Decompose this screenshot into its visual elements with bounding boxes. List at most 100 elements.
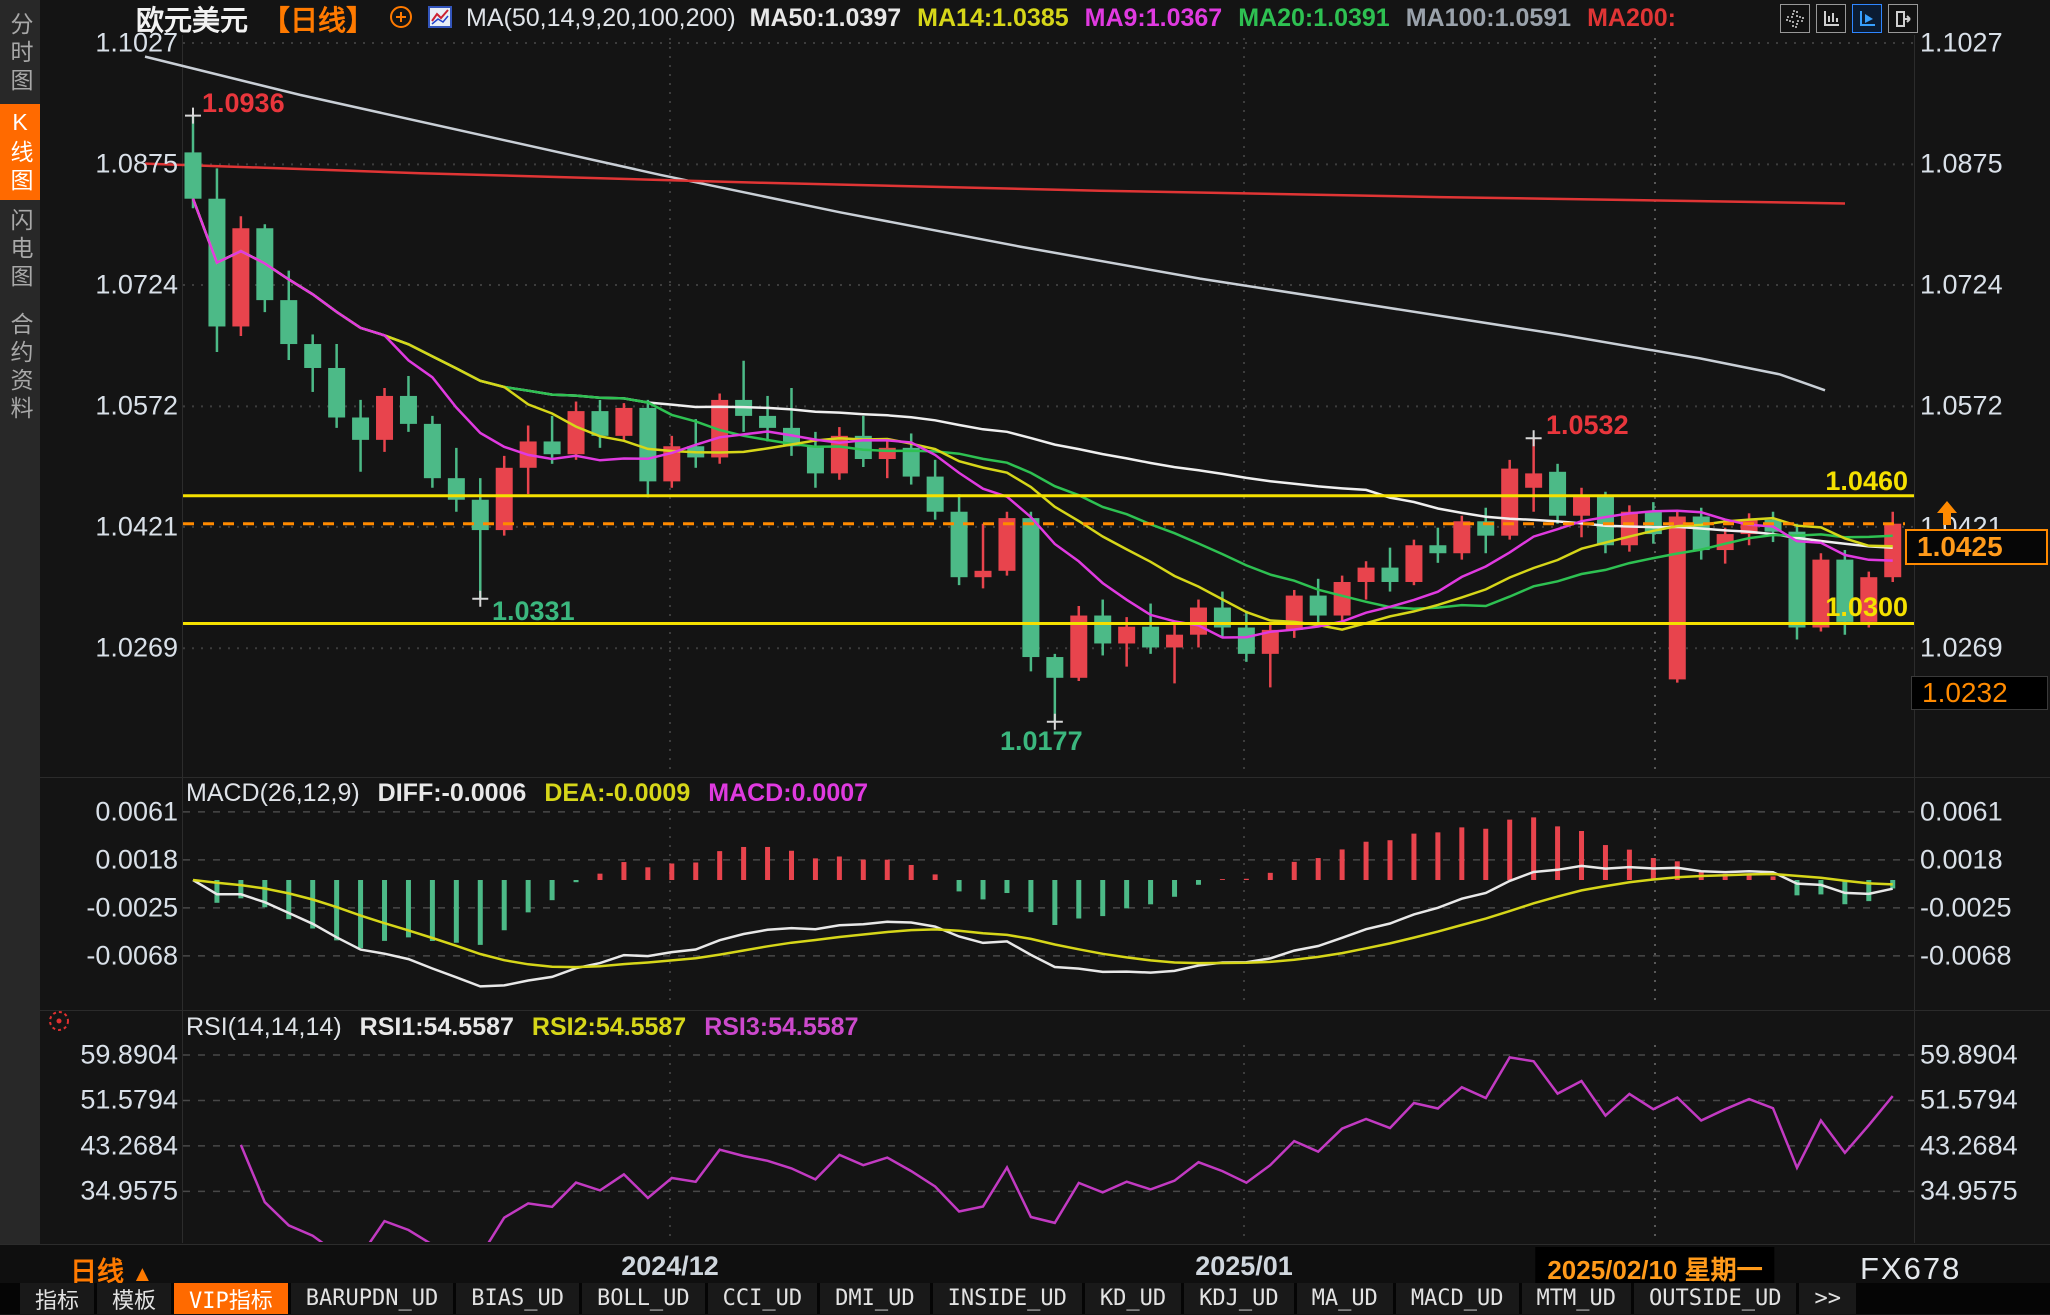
rsi-axis-label-left-1: 51.5794	[80, 1084, 178, 1115]
macd-title: MACD(26,12,9)	[186, 779, 360, 807]
triangle-up-icon: ▲	[131, 1261, 154, 1286]
ma-value-0: MA50:1.0397	[749, 4, 902, 32]
macd-axis-label-left-0: 0.0061	[95, 796, 178, 827]
price-axis-label-right-2: 1.0724	[1920, 269, 2003, 300]
indicator-tab-2[interactable]: VIP指标	[174, 1283, 288, 1314]
annotation-1.0331: 1.0331	[492, 596, 575, 626]
price-axis-label-left-0: 1.1027	[95, 27, 178, 58]
macd-axis-label-right-1: 0.0018	[1920, 844, 2003, 875]
rsi-axis-label-right-0: 59.8904	[1920, 1039, 2018, 1070]
sidebar-item-3[interactable]: 合约资料	[7, 312, 33, 424]
indicator-tab-14[interactable]: OUTSIDE_UD	[1634, 1283, 1797, 1314]
indicator-tab-8[interactable]: INSIDE_UD	[932, 1283, 1082, 1314]
macd-axis-label-left-1: 0.0018	[95, 844, 178, 875]
separator-macd-rsi	[40, 1010, 2050, 1011]
macd-axis-label-left-2: -0.0025	[86, 892, 178, 923]
indicator-tab-7[interactable]: DMI_UD	[820, 1283, 930, 1314]
left-gutter-line	[182, 35, 183, 1243]
rsi-header: RSI(14,14,14) RSI1:54.5587 RSI2:54.5587 RS…	[186, 1013, 858, 1042]
indicator-tab-4[interactable]: BIAS_UD	[456, 1283, 579, 1314]
period-tag: 【日线】	[262, 4, 375, 36]
price-up-arrow-icon	[1936, 500, 1958, 531]
pan-icon[interactable]	[1780, 4, 1810, 33]
indicator-tab-0[interactable]: 指标	[20, 1283, 95, 1314]
axis-play-icon[interactable]	[1852, 4, 1882, 33]
crosshair-date-label: 2025/02/10 星期一	[1535, 1247, 1775, 1290]
annotation-1.0532: 1.0532	[1546, 410, 1629, 440]
window-buttons	[1780, 4, 1918, 33]
support-level-label: 1.0300	[1825, 592, 1908, 622]
rsi-value-2: RSI3:54.5587	[704, 1013, 859, 1041]
brand-watermark: FX678	[1860, 1251, 1962, 1286]
ma-value-5: MA200:	[1587, 4, 1677, 32]
period-selector[interactable]: 日线 ▲	[70, 1257, 154, 1287]
macd-axis-label-right-0: 0.0061	[1920, 796, 2003, 827]
ma-value-2: MA9:1.0367	[1084, 4, 1223, 32]
sidebar-item-2[interactable]: 闪电图	[7, 208, 33, 292]
indicator-tab-9[interactable]: KD_UD	[1084, 1283, 1182, 1314]
month-label-0: 2024/12	[621, 1251, 719, 1281]
sidebar-item-1[interactable]: K线图	[0, 104, 40, 200]
resistance-level-label: 1.0460	[1825, 466, 1908, 496]
macd-value-2: MACD:0.0007	[708, 779, 869, 807]
macd-canvas[interactable]	[0, 806, 2050, 1010]
price-axis-label-left-4: 1.0421	[95, 511, 178, 542]
macd-axis-label-right-3: -0.0068	[1920, 940, 2012, 971]
macd-header: MACD(26,12,9) DIFF:-0.0006 DEA:-0.0009 MAC…	[186, 779, 868, 808]
rsi-axis-label-left-3: 34.9575	[80, 1175, 178, 1206]
indicator-tab-3[interactable]: BARUPDN_UD	[290, 1283, 454, 1314]
date-axis-row: 日线 ▲ 2025/02/10 星期一 FX678 2024/12 2025/01	[0, 1244, 2050, 1290]
annotation-1.0936: 1.0936	[202, 88, 285, 118]
indicator-tab-12[interactable]: MACD_UD	[1395, 1283, 1519, 1314]
symbol-title: 欧元美元	[136, 4, 249, 36]
rsi-value-0: RSI1:54.5587	[359, 1013, 514, 1041]
price-axis-label-right-3: 1.0572	[1920, 390, 2003, 421]
price-axis-label-right-5: 1.0269	[1920, 632, 2003, 663]
low-ref-box: 1.0232	[1911, 676, 2048, 710]
ma-value-1: MA14:1.0385	[917, 4, 1069, 32]
macd-value-1: DEA:-0.0009	[544, 779, 691, 807]
rsi-axis-label-right-2: 43.2684	[1920, 1130, 2018, 1161]
indicator-tab-15[interactable]: >>	[1799, 1283, 1856, 1314]
ma-values: MA50:1.0397 MA14:1.0385 MA9:1.0367 MA20:1.0…	[750, 4, 1676, 33]
separator-main-macd	[40, 777, 2050, 778]
price-axis-label-left-1: 1.0875	[95, 148, 178, 179]
ma-settings: MA(50,14,9,20,100,200)	[466, 4, 736, 32]
price-chart-canvas[interactable]	[0, 35, 2050, 777]
indicator-tab-10[interactable]: KDJ_UD	[1184, 1283, 1294, 1314]
right-gutter-line	[1914, 35, 1915, 1243]
indicator-tab-11[interactable]: MA_UD	[1296, 1283, 1393, 1314]
annotation-1.0177: 1.0177	[1000, 726, 1083, 756]
rsi-axis-label-left-0: 59.8904	[80, 1039, 178, 1070]
rsi-axis-label-right-1: 51.5794	[1920, 1084, 2018, 1115]
indicator-tab-1[interactable]: 模板	[97, 1283, 172, 1314]
sidebar: 分时图 K线图闪电图合约资料	[0, 0, 40, 1244]
last-price-box: 1.0425	[1905, 529, 2048, 565]
chart-header: 欧元美元 【日线】 MA(50,14,9,20,100,200) MA50:1.…	[136, 2, 1676, 36]
mini-chart-icon[interactable]	[428, 5, 453, 33]
rsi-axis-label-left-2: 43.2684	[80, 1130, 178, 1161]
circle-plus-icon[interactable]	[388, 3, 414, 34]
ma-value-3: MA20:1.0391	[1238, 4, 1390, 32]
macd-axis-label-right-2: -0.0025	[1920, 892, 2012, 923]
sidebar-item-0[interactable]: 分时图	[7, 12, 33, 96]
rsi-title: RSI(14,14,14)	[186, 1013, 342, 1041]
indicator-tab-6[interactable]: CCI_UD	[707, 1283, 818, 1314]
indicator-tab-bar: 指标 模板 VIP指标 BARUPDN_UD BIAS_UD BOLL_UD CCI_UD D…	[0, 1283, 2050, 1314]
rsi-canvas[interactable]	[0, 1042, 2050, 1242]
price-axis-label-left-3: 1.0572	[95, 390, 178, 421]
export-icon[interactable]	[1888, 4, 1918, 33]
rsi-axis-label-right-3: 34.9575	[1920, 1175, 2018, 1206]
axis-chart-icon[interactable]	[1816, 4, 1846, 33]
rsi-value-1: RSI2:54.5587	[531, 1013, 687, 1041]
ma-value-4: MA100:1.0591	[1405, 4, 1572, 32]
macd-axis-label-left-3: -0.0068	[86, 940, 178, 971]
indicator-tab-5[interactable]: BOLL_UD	[581, 1283, 705, 1314]
month-label-1: 2025/01	[1195, 1251, 1293, 1281]
price-axis-label-right-0: 1.1027	[1920, 27, 2003, 58]
indicator-tab-13[interactable]: MTM_UD	[1521, 1283, 1632, 1314]
macd-value-0: DIFF:-0.0006	[377, 779, 527, 807]
price-axis-label-left-5: 1.0269	[95, 632, 178, 663]
indicator-target-icon[interactable]	[44, 1006, 74, 1041]
